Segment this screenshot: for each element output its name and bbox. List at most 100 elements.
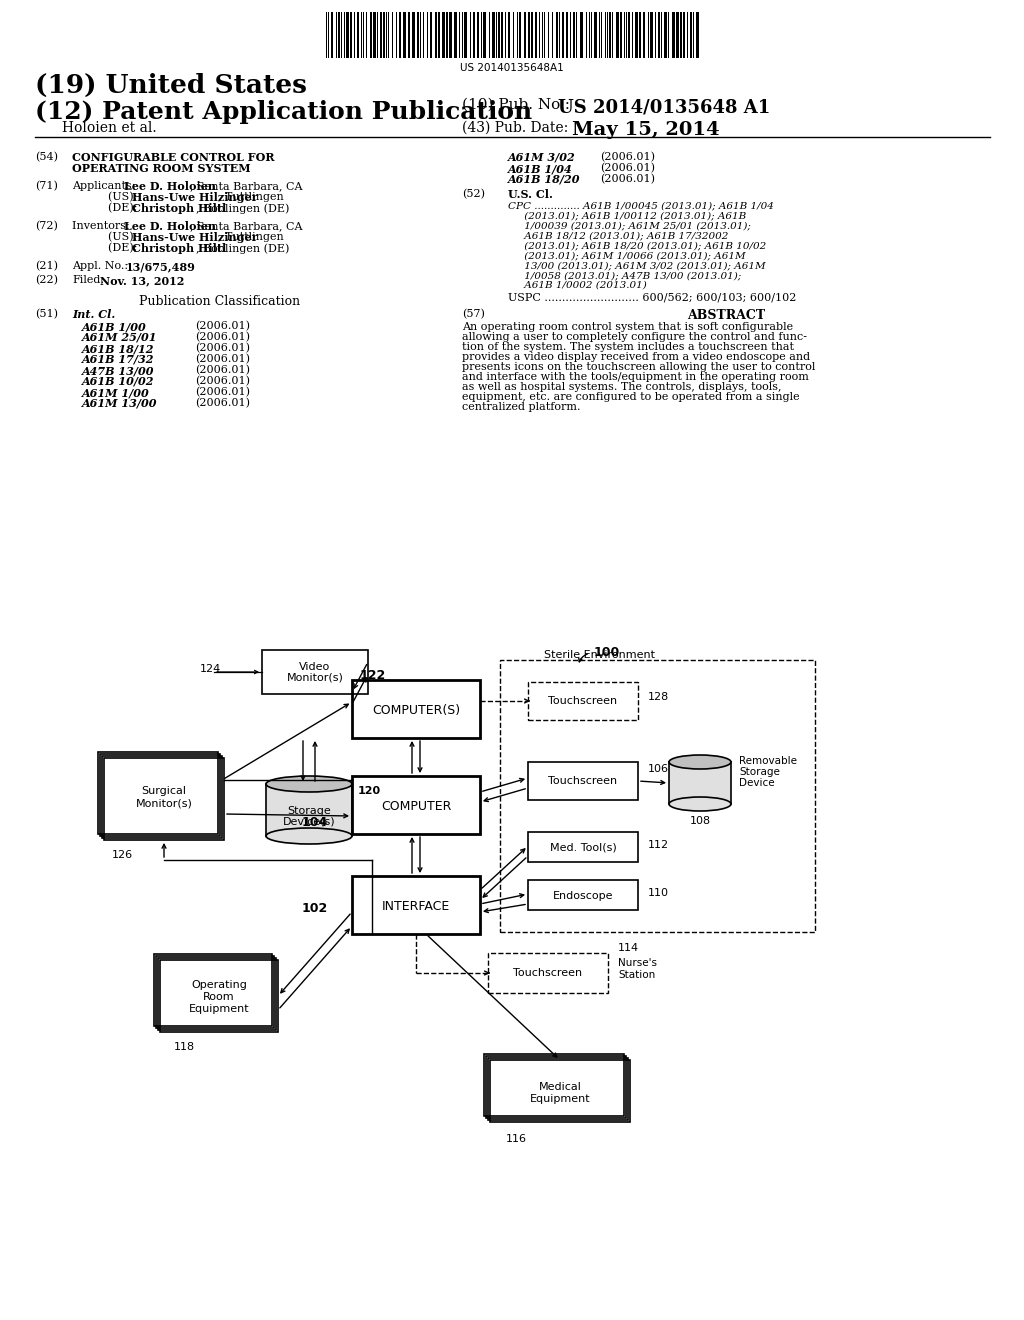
- Bar: [412, 12, 415, 58]
- Bar: [160, 960, 278, 1032]
- Bar: [324, 12, 327, 58]
- Bar: [658, 12, 660, 58]
- Bar: [154, 954, 272, 1026]
- Text: Storage: Storage: [739, 767, 780, 777]
- Bar: [100, 754, 220, 836]
- Text: (52): (52): [462, 189, 485, 199]
- Text: 128: 128: [648, 692, 670, 702]
- Bar: [477, 12, 479, 58]
- Bar: [352, 680, 480, 738]
- Bar: [524, 12, 526, 58]
- Text: (2006.01): (2006.01): [195, 354, 250, 364]
- Text: (72): (72): [35, 220, 58, 231]
- Text: 13/00 (2013.01); A61M 3/02 (2013.01); A61M: 13/00 (2013.01); A61M 3/02 (2013.01); A6…: [508, 261, 766, 271]
- Text: US 2014/0135648 A1: US 2014/0135648 A1: [558, 98, 770, 116]
- Text: 126: 126: [112, 850, 133, 861]
- Text: A61B 1/00: A61B 1/00: [82, 321, 146, 333]
- Text: 110: 110: [648, 888, 669, 898]
- Bar: [380, 12, 382, 58]
- Text: Station: Station: [618, 970, 655, 979]
- Text: Hans-Uwe Hilzinger: Hans-Uwe Hilzinger: [132, 191, 257, 203]
- Bar: [609, 12, 611, 58]
- Text: COMPUTER(S): COMPUTER(S): [372, 704, 460, 717]
- Text: (21): (21): [35, 261, 58, 272]
- Bar: [508, 12, 510, 58]
- Text: Christoph Hiltl: Christoph Hiltl: [132, 243, 226, 253]
- Text: , Bohlingen (DE): , Bohlingen (DE): [196, 243, 290, 253]
- Text: May 15, 2014: May 15, 2014: [572, 121, 720, 139]
- Bar: [490, 1060, 630, 1122]
- Text: Appl. No.:: Appl. No.:: [72, 261, 132, 271]
- Bar: [562, 12, 564, 58]
- Bar: [676, 12, 679, 58]
- Text: (51): (51): [35, 309, 58, 319]
- Text: Storage: Storage: [287, 807, 331, 816]
- Bar: [528, 12, 530, 58]
- Bar: [639, 12, 641, 58]
- Text: provides a video display received from a video endoscope and: provides a video display received from a…: [462, 352, 810, 362]
- Text: (2013.01); A61M 1/0066 (2013.01); A61M: (2013.01); A61M 1/0066 (2013.01); A61M: [508, 251, 745, 260]
- Text: A61B 18/12 (2013.01); A61B 17/32002: A61B 18/12 (2013.01); A61B 17/32002: [508, 231, 728, 240]
- Text: Touchscreen: Touchscreen: [549, 696, 617, 706]
- Text: Removable: Removable: [739, 756, 797, 766]
- Text: INTERFACE: INTERFACE: [382, 900, 451, 913]
- Text: (2006.01): (2006.01): [195, 333, 250, 342]
- Text: Sterile Environment: Sterile Environment: [545, 649, 655, 660]
- Bar: [408, 12, 410, 58]
- Text: Nov. 13, 2012: Nov. 13, 2012: [100, 275, 184, 286]
- Text: A61M 25/01: A61M 25/01: [82, 333, 158, 343]
- Ellipse shape: [669, 797, 731, 810]
- Bar: [498, 12, 500, 58]
- Text: (DE);: (DE);: [108, 243, 141, 253]
- Text: A61B 18/20: A61B 18/20: [508, 174, 581, 185]
- Text: A47B 13/00: A47B 13/00: [82, 366, 155, 376]
- Bar: [580, 12, 583, 58]
- Bar: [616, 12, 618, 58]
- Text: 116: 116: [506, 1134, 527, 1144]
- Text: Touchscreen: Touchscreen: [513, 968, 583, 978]
- Bar: [338, 12, 340, 58]
- Bar: [488, 953, 608, 993]
- Text: (2006.01): (2006.01): [195, 321, 250, 331]
- Text: as well as hospital systems. The controls, displays, tools,: as well as hospital systems. The control…: [462, 381, 781, 392]
- Bar: [449, 12, 452, 58]
- Text: 108: 108: [689, 816, 711, 826]
- Text: Inventors:: Inventors:: [72, 220, 133, 231]
- Bar: [319, 12, 322, 58]
- Text: (2006.01): (2006.01): [195, 376, 250, 387]
- Bar: [672, 12, 675, 58]
- Bar: [262, 649, 368, 694]
- Bar: [488, 1059, 628, 1119]
- Text: COMPUTER: COMPUTER: [381, 800, 452, 813]
- Text: Video: Video: [299, 663, 331, 672]
- Text: Nurse's: Nurse's: [618, 958, 657, 968]
- Bar: [417, 12, 419, 58]
- Bar: [696, 12, 699, 58]
- Text: OPERATING ROOM SYSTEM: OPERATING ROOM SYSTEM: [72, 162, 251, 174]
- Text: 122: 122: [360, 669, 386, 682]
- Bar: [620, 12, 622, 58]
- Text: A61B 17/32: A61B 17/32: [82, 354, 155, 366]
- Bar: [473, 12, 475, 58]
- Text: 114: 114: [618, 942, 639, 953]
- Bar: [98, 752, 218, 834]
- Bar: [683, 12, 685, 58]
- Text: 1/00039 (2013.01); A61M 25/01 (2013.01);: 1/00039 (2013.01); A61M 25/01 (2013.01);: [508, 220, 751, 230]
- Text: (US);: (US);: [108, 232, 141, 243]
- Bar: [350, 12, 352, 58]
- Bar: [500, 660, 815, 932]
- Text: Lee D. Holoien: Lee D. Holoien: [124, 181, 216, 191]
- Text: US 20140135648A1: US 20140135648A1: [460, 63, 564, 73]
- Text: (2006.01): (2006.01): [195, 366, 250, 375]
- Ellipse shape: [669, 755, 731, 770]
- Text: , Santa Barbara, CA: , Santa Barbara, CA: [190, 181, 302, 191]
- Bar: [528, 682, 638, 719]
- Bar: [531, 12, 534, 58]
- Text: presents icons on the touchscreen allowing the user to control: presents icons on the touchscreen allowi…: [462, 362, 815, 372]
- Bar: [430, 12, 432, 58]
- Bar: [399, 12, 401, 58]
- Text: Medical: Medical: [539, 1082, 582, 1092]
- Bar: [628, 12, 630, 58]
- Bar: [104, 758, 224, 840]
- Bar: [156, 956, 274, 1028]
